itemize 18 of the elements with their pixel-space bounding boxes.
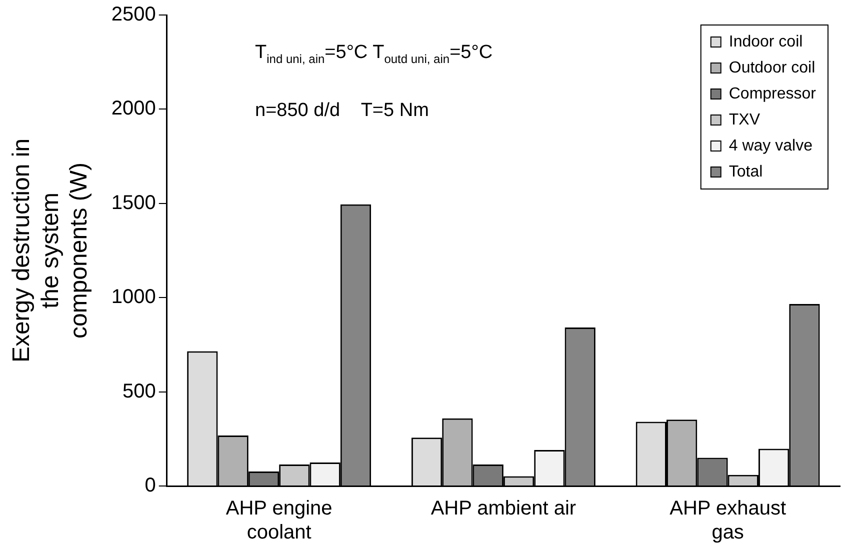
y-tick-label: 2500 xyxy=(111,4,156,26)
y-axis-title: Exergy destruction in the system components (W) xyxy=(8,138,93,363)
y-tick-label: 2000 xyxy=(111,98,156,120)
y-tick-label: 0 xyxy=(144,474,156,497)
legend-label: 4 way valve xyxy=(728,137,813,154)
x-tick-label: AHP ambient air xyxy=(430,498,576,520)
legend-label: Indoor coil xyxy=(728,33,803,50)
y-tick-label: 500 xyxy=(122,380,156,402)
legend-label: Compressor xyxy=(728,85,817,102)
legend-label: Total xyxy=(728,163,763,180)
annotation: T$_{ind uni, ain}$=5°C T$_{outd uni, ain}$=5°C xyxy=(255,42,493,66)
y-tick-label: 1000 xyxy=(111,286,156,308)
x-tick-label: AHP engine coolant xyxy=(226,498,332,544)
annotation: n=850 d/d T=5 Nm xyxy=(255,100,429,122)
y-tick-label: 1500 xyxy=(111,192,156,214)
x-tick-label: AHP exhaust gas xyxy=(670,498,786,544)
legend-label: TXV xyxy=(728,111,760,128)
legend-label: Outdoor coil xyxy=(728,59,816,76)
